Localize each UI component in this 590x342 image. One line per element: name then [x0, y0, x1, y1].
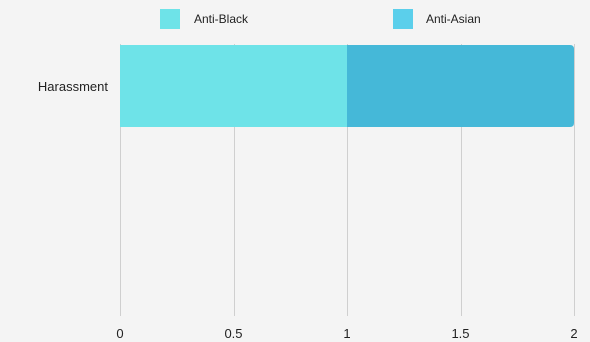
bars — [120, 45, 574, 127]
bar-segment-anti-black — [120, 45, 347, 127]
legend: Anti-Black Anti-Asian — [160, 9, 481, 29]
x-tick-label: 0 — [116, 326, 123, 341]
x-tick-label: 1.5 — [451, 326, 469, 341]
x-tick-label: 0.5 — [224, 326, 242, 341]
legend-swatch — [160, 9, 180, 29]
legend-label: Anti-Black — [194, 12, 249, 26]
category-labels: Harassment — [38, 79, 108, 94]
x-axis-tick-labels: 0 0.5 1 1.5 2 — [116, 326, 577, 341]
x-tick-label: 1 — [343, 326, 350, 341]
bar-segment-anti-asian — [347, 45, 574, 127]
legend-swatch — [393, 9, 413, 29]
legend-label: Anti-Asian — [426, 12, 481, 26]
category-label: Harassment — [38, 79, 108, 94]
x-tick-label: 2 — [570, 326, 577, 341]
